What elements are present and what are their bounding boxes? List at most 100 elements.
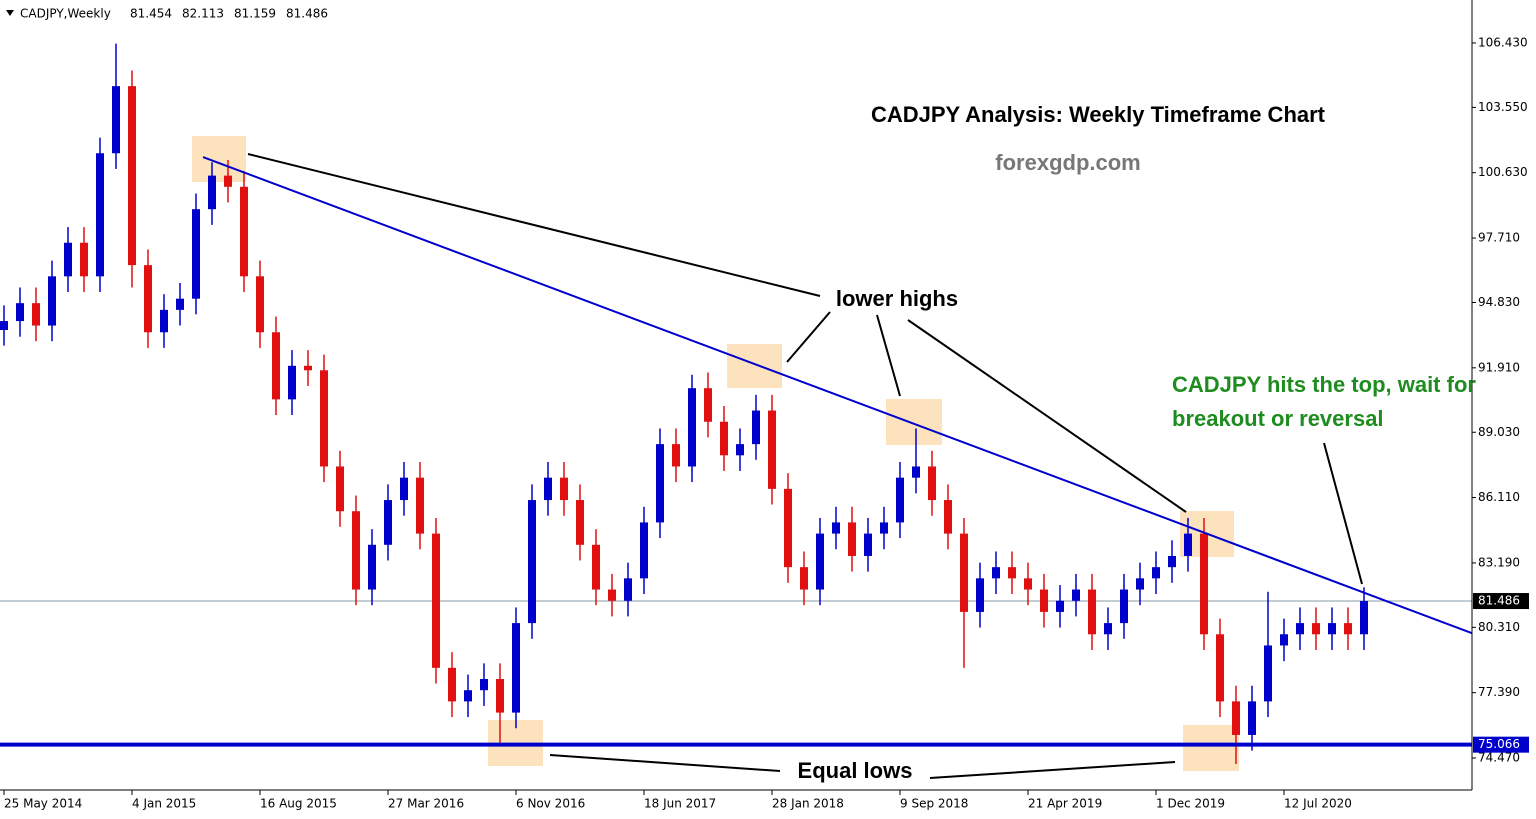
candle-body [752, 410, 760, 445]
candle-body [336, 466, 344, 512]
candle-body [1008, 567, 1016, 579]
candle-body [96, 153, 104, 277]
candle-body [832, 522, 840, 534]
chart-title: CADJPY Analysis: Weekly Timeframe Chart [871, 102, 1326, 127]
candle-body [672, 444, 680, 467]
candle-body [560, 477, 568, 501]
candle-body [0, 321, 8, 331]
candle-body [592, 544, 600, 590]
candle-body [688, 388, 696, 467]
ohlc-open: 81.454 [130, 7, 172, 21]
x-tick-label: 1 Dec 2019 [1156, 797, 1225, 811]
candle-body [192, 209, 200, 299]
candle-body [224, 175, 232, 187]
candle-body [944, 500, 952, 534]
candle-body [176, 298, 184, 310]
candle-body [320, 370, 328, 467]
y-tick-label: 86.110 [1478, 490, 1520, 504]
candle-body [416, 477, 424, 534]
candle-body [1152, 567, 1160, 579]
candle-body [80, 242, 88, 277]
y-tick-label: 106.430 [1478, 35, 1528, 49]
x-tick-label: 12 Jul 2020 [1284, 797, 1352, 811]
highlight-box [886, 399, 942, 445]
candle-body [1040, 589, 1048, 612]
x-tick-label: 21 Apr 2019 [1028, 797, 1102, 811]
candle-body [976, 578, 984, 612]
arrow [876, 314, 901, 397]
candle-body [736, 444, 744, 456]
candle-body [624, 578, 632, 601]
candle-body [272, 332, 280, 400]
candle-body [656, 444, 664, 523]
candle-body [1312, 623, 1320, 635]
candle-body [352, 511, 360, 590]
candle-body [912, 466, 920, 478]
candle-body [768, 410, 776, 489]
candle-body [992, 567, 1000, 579]
candle-body [544, 477, 552, 501]
candle-body [480, 679, 488, 691]
y-tick-label: 91.910 [1478, 360, 1520, 374]
candle-body [896, 477, 904, 523]
candle-body [864, 533, 872, 556]
candle-body [848, 522, 856, 556]
candle-body [1088, 589, 1096, 635]
candle-body [1296, 623, 1304, 635]
candle-body [1120, 589, 1128, 624]
x-tick-label: 18 Jun 2017 [644, 797, 716, 811]
ohlc-close: 81.486 [286, 7, 328, 21]
candle-body [496, 679, 504, 713]
x-tick-label: 16 Aug 2015 [260, 797, 337, 811]
support-price-label: 75.066 [1478, 737, 1520, 751]
highlight-box [192, 136, 246, 182]
candle-body [1072, 589, 1080, 601]
candle-body [384, 500, 392, 545]
candle-body [400, 477, 408, 501]
candle-body [144, 265, 152, 333]
current-price-label: 81.486 [1478, 594, 1520, 608]
candle-body [528, 500, 536, 624]
candle-body [304, 365, 312, 371]
trendline [202, 156, 1473, 635]
candle-body [48, 276, 56, 326]
candle-body [112, 86, 120, 154]
highlight-box [1183, 725, 1239, 771]
arrow [247, 153, 821, 297]
x-tick-label: 4 Jan 2015 [132, 797, 196, 811]
support-price-tag [1473, 736, 1529, 753]
x-tick-label: 9 Sep 2018 [900, 797, 968, 811]
candle-body [880, 522, 888, 534]
candle-body [1104, 623, 1112, 635]
candle-body [32, 303, 40, 326]
candle-body [1264, 645, 1272, 702]
menu-triangle [6, 10, 14, 16]
arrow [907, 319, 1187, 513]
candle-body [1360, 601, 1368, 635]
y-tick-label: 89.030 [1478, 425, 1520, 439]
candle-body [640, 522, 648, 579]
annotation: lower highs [836, 286, 958, 311]
candle-body [160, 309, 168, 333]
arrow [1323, 442, 1363, 585]
y-tick-label: 83.190 [1478, 555, 1520, 569]
candle-body [128, 86, 136, 266]
arrow [786, 311, 831, 363]
candle-body [240, 186, 248, 277]
candle-body [1344, 623, 1352, 635]
candle-body [720, 421, 728, 456]
x-tick-label: 25 May 2014 [4, 797, 82, 811]
subtitle: forexgdp.com [995, 150, 1140, 175]
ohlc-low: 81.159 [234, 7, 276, 21]
candle-body [1184, 533, 1192, 556]
current-price-tag [1473, 593, 1529, 610]
candle-body [1024, 578, 1032, 590]
candle-body [784, 488, 792, 568]
candle-body [448, 667, 456, 702]
symbol: CADJPY,Weekly [20, 7, 111, 21]
candle-body [16, 303, 24, 322]
annotation: breakout or reversal [1172, 406, 1384, 431]
y-tick-label: 103.550 [1478, 100, 1528, 114]
